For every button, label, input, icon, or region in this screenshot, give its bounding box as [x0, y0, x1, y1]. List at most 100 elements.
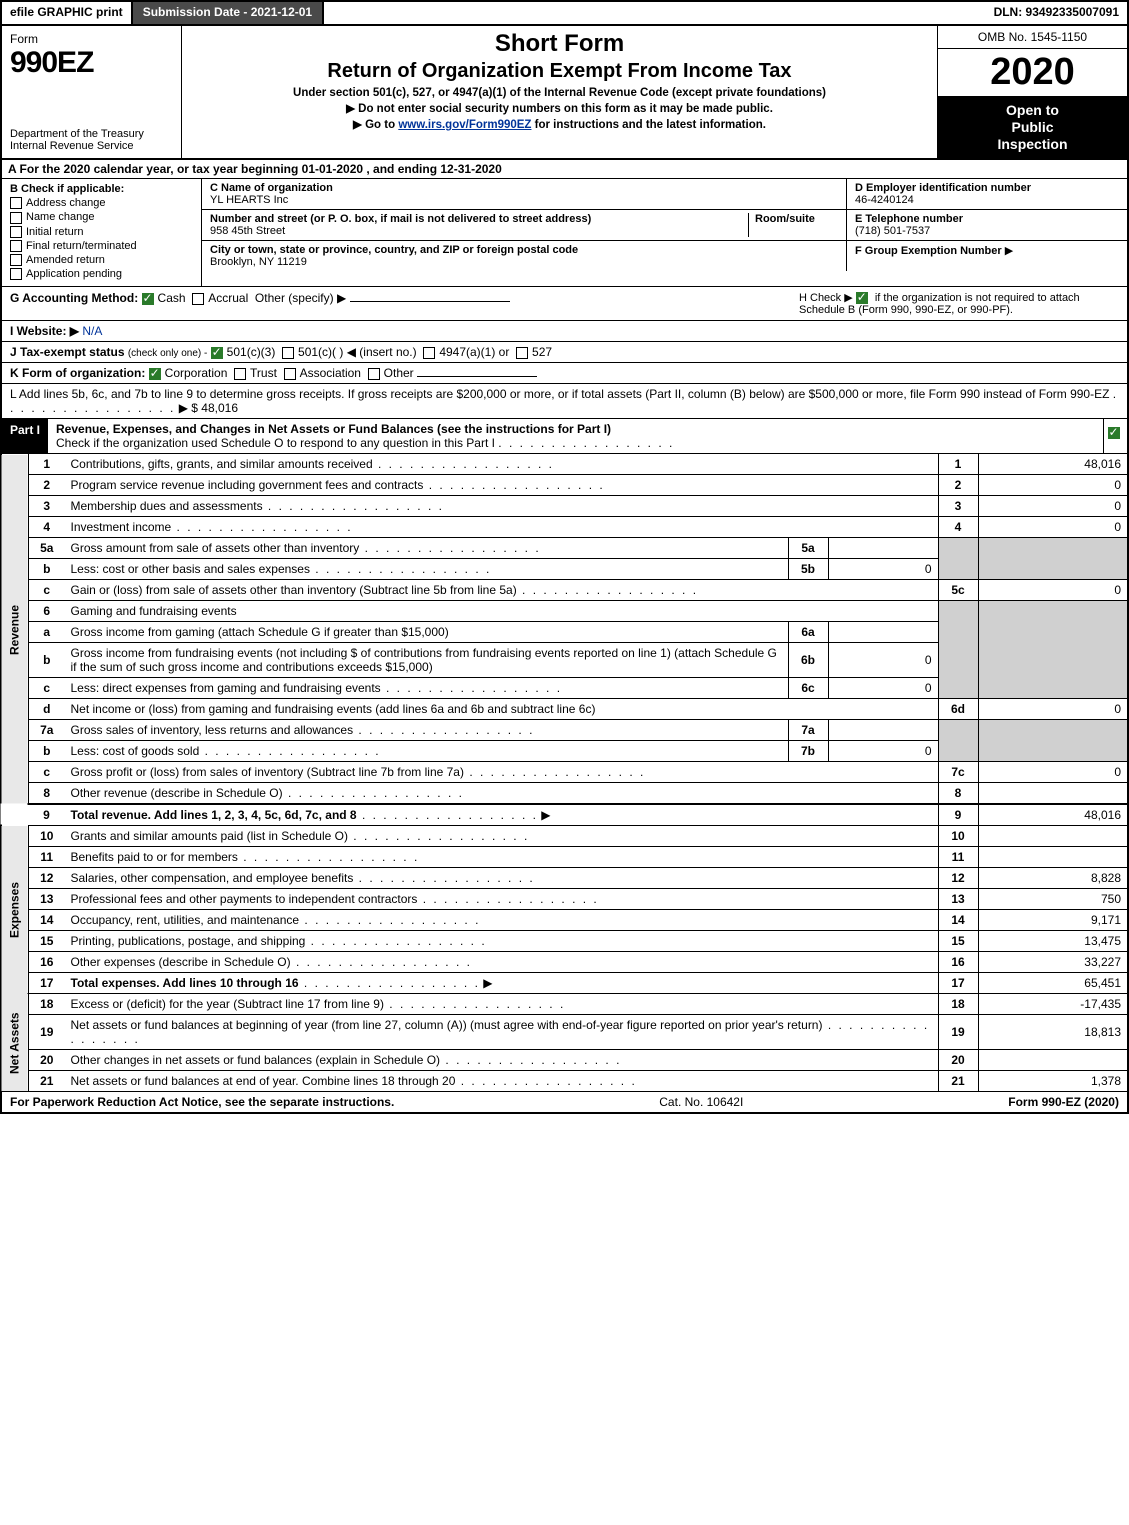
- line-6d-rnum: 6d: [938, 699, 978, 720]
- table-row: 4 Investment income 4 0: [1, 517, 1128, 538]
- box-f-label: F Group Exemption Number: [855, 245, 1002, 257]
- open-to-public-inspection: Open to Public Inspection: [938, 96, 1127, 158]
- line-19-desc: Net assets or fund balances at beginning…: [71, 1018, 823, 1032]
- room-suite-label: Room/suite: [755, 213, 815, 225]
- line-16-rnum: 16: [938, 952, 978, 973]
- part-1-label: Part I: [2, 419, 48, 453]
- phone-value: (718) 501-7537: [855, 225, 930, 237]
- line-20-value: [978, 1050, 1128, 1071]
- line-6c-ival: 0: [828, 678, 938, 699]
- other-org-line: [417, 376, 537, 377]
- line-7b-inum: 7b: [788, 741, 828, 762]
- submission-date-button[interactable]: Submission Date - 2021-12-01: [133, 2, 324, 24]
- part-1-header-row: Part I Revenue, Expenses, and Changes in…: [0, 419, 1129, 454]
- check-application-pending[interactable]: Application pending: [10, 268, 193, 280]
- line-2-value: 0: [978, 475, 1128, 496]
- line-6d-value: 0: [978, 699, 1128, 720]
- revenue-side-label: Revenue: [1, 454, 29, 804]
- box-c-name: C Name of organization YL HEARTS Inc: [202, 179, 847, 209]
- line-21-num: 21: [29, 1071, 65, 1092]
- line-5b-inum: 5b: [788, 559, 828, 580]
- check-amended-return[interactable]: Amended return: [10, 254, 193, 266]
- check-527[interactable]: [516, 347, 528, 359]
- check-4947a1[interactable]: [423, 347, 435, 359]
- line-15-rnum: 15: [938, 931, 978, 952]
- check-name-change[interactable]: Name change: [10, 211, 193, 223]
- check-trust[interactable]: [234, 368, 246, 380]
- line-15-num: 15: [29, 931, 65, 952]
- line-11-desc: Benefits paid to or for members: [71, 850, 238, 864]
- city-value: Brooklyn, NY 11219: [210, 256, 307, 268]
- line-17-num: 17: [29, 973, 65, 994]
- line-21-desc: Net assets or fund balances at end of ye…: [71, 1074, 456, 1088]
- tax-period-row: A For the 2020 calendar year, or tax yea…: [0, 160, 1129, 179]
- table-row: 21 Net assets or fund balances at end of…: [1, 1071, 1128, 1092]
- line-5b-ival: 0: [828, 559, 938, 580]
- check-final-return-label: Final return/terminated: [26, 240, 137, 252]
- check-initial-return[interactable]: Initial return: [10, 226, 193, 238]
- line-7b-desc: Less: cost of goods sold: [71, 744, 200, 758]
- street-value: 958 45th Street: [210, 225, 285, 237]
- line-7b-ival: 0: [828, 741, 938, 762]
- department-label: Department of the Treasury Internal Reve…: [10, 128, 173, 152]
- line-6a-num: a: [29, 622, 65, 643]
- line-16-value: 33,227: [978, 952, 1128, 973]
- line-19-num: 19: [29, 1015, 65, 1050]
- line-20-rnum: 20: [938, 1050, 978, 1071]
- check-other-org[interactable]: [368, 368, 380, 380]
- line-7b-num: b: [29, 741, 65, 762]
- line-8-value: [978, 783, 1128, 805]
- line-3-desc: Membership dues and assessments: [71, 499, 263, 513]
- website-link[interactable]: N/A: [82, 324, 102, 338]
- line-14-rnum: 14: [938, 910, 978, 931]
- row-g-accounting: G Accounting Method: Cash Accrual Other …: [10, 291, 510, 305]
- shade-7ab: [938, 720, 978, 762]
- check-final-return[interactable]: Final return/terminated: [10, 240, 193, 252]
- info-grid: B Check if applicable: Address change Na…: [0, 179, 1129, 287]
- opt-501c3: 501(c)(3): [227, 345, 276, 359]
- shade-6abc: [938, 601, 978, 699]
- box-e-phone: E Telephone number (718) 501-7537: [847, 210, 1127, 240]
- line-4-desc: Investment income: [71, 520, 172, 534]
- table-row: 19 Net assets or fund balances at beginn…: [1, 1015, 1128, 1050]
- table-row: 14 Occupancy, rent, utilities, and maint…: [1, 910, 1128, 931]
- line-6c-inum: 6c: [788, 678, 828, 699]
- check-association[interactable]: [284, 368, 296, 380]
- line-8-desc: Other revenue (describe in Schedule O): [71, 786, 283, 800]
- check-accrual[interactable]: [192, 293, 204, 305]
- line-5c-num: c: [29, 580, 65, 601]
- check-501c[interactable]: [282, 347, 294, 359]
- shade-5ab: [938, 538, 978, 580]
- efile-print-button[interactable]: efile GRAPHIC print: [2, 2, 133, 24]
- tax-year: 2020: [938, 49, 1127, 96]
- inspection-l3: Inspection: [997, 136, 1067, 152]
- check-address-change[interactable]: Address change: [10, 197, 193, 209]
- line-5c-rnum: 5c: [938, 580, 978, 601]
- shade-5ab-val: [978, 538, 1128, 580]
- table-row: 20 Other changes in net assets or fund b…: [1, 1050, 1128, 1071]
- irs-link[interactable]: www.irs.gov/Form990EZ: [398, 119, 531, 131]
- row-g-h: G Accounting Method: Cash Accrual Other …: [0, 287, 1129, 321]
- table-row: 9 Total revenue. Add lines 1, 2, 3, 4, 5…: [1, 804, 1128, 826]
- row-l-gross-receipts: L Add lines 5b, 6c, and 7b to line 9 to …: [0, 384, 1129, 419]
- table-row: d Net income or (loss) from gaming and f…: [1, 699, 1128, 720]
- line-5a-inum: 5a: [788, 538, 828, 559]
- part-1-title-text: Revenue, Expenses, and Changes in Net As…: [56, 422, 611, 436]
- box-d-label: D Employer identification number: [855, 182, 1031, 194]
- check-schedule-b-not-required[interactable]: [856, 292, 868, 304]
- check-cash[interactable]: [142, 293, 154, 305]
- netassets-side-label: Net Assets: [1, 994, 29, 1092]
- line-14-desc: Occupancy, rent, utilities, and maintena…: [71, 913, 300, 927]
- line-15-value: 13,475: [978, 931, 1128, 952]
- box-d-ein: D Employer identification number 46-4240…: [847, 179, 1127, 209]
- check-corporation[interactable]: [149, 368, 161, 380]
- check-501c3[interactable]: [211, 347, 223, 359]
- line-6-desc: Gaming and fundraising events: [65, 601, 939, 622]
- line-10-value: [978, 826, 1128, 847]
- footer-cat-no: Cat. No. 10642I: [659, 1095, 743, 1109]
- line-9-rnum: 9: [938, 804, 978, 826]
- line-17-rnum: 17: [938, 973, 978, 994]
- subtitle-ssn-warning: ▶ Do not enter social security numbers o…: [192, 101, 927, 115]
- line-17-value: 65,451: [978, 973, 1128, 994]
- check-schedule-o-part1[interactable]: [1108, 427, 1120, 439]
